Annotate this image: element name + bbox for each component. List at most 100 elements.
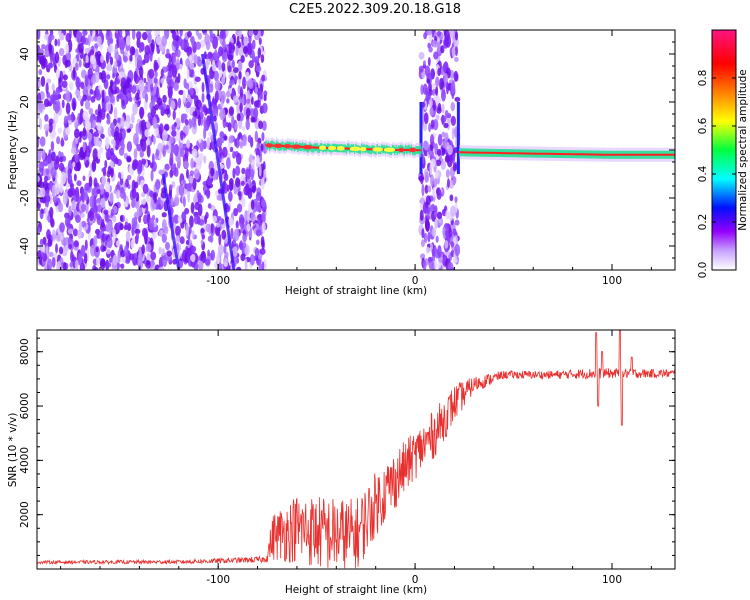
spectrogram-cell — [70, 147, 77, 154]
spectrogram-cell — [60, 137, 64, 147]
track-band — [348, 143, 350, 152]
spectrogram-cell — [450, 115, 456, 126]
spectrogram-cell — [226, 184, 230, 192]
spectrogram-cell — [236, 203, 243, 213]
spectrogram-cell — [175, 235, 180, 246]
spectrogram-cell — [76, 30, 81, 44]
spectrogram-cell — [37, 249, 42, 259]
spectrogram-cell — [182, 90, 186, 103]
spectrogram-cell — [238, 191, 242, 201]
spectrogram-cell — [189, 175, 194, 184]
spectrogram-cell — [444, 72, 449, 85]
track-blob — [383, 147, 396, 153]
spectrogram-cell — [429, 134, 435, 146]
spectrogram-cell — [166, 74, 173, 86]
spectrogram-cell — [428, 99, 433, 108]
spectrogram-cell — [207, 203, 212, 209]
spectrogram-cell — [230, 79, 235, 86]
spectrogram-cell — [161, 212, 167, 218]
spectrogram-cell — [186, 68, 190, 80]
spectrogram-cell — [177, 156, 182, 169]
spectrogram-cell — [41, 252, 45, 258]
spectrogram-cell — [37, 111, 40, 120]
spectrogram-cell — [123, 201, 128, 208]
spectrogram-cell — [57, 127, 63, 135]
track-band — [317, 144, 319, 153]
spectrogram-cell — [424, 184, 429, 194]
spectrogram-cell — [226, 90, 231, 98]
spectrogram-cell — [168, 61, 172, 69]
spectrogram-cell — [148, 68, 155, 79]
spectrogram-cell — [46, 258, 53, 270]
spectrogram-cell — [180, 147, 185, 158]
spectrogram-cell — [130, 85, 137, 94]
spectrogram-cell — [239, 141, 243, 148]
spectrogram-cell — [141, 198, 147, 205]
spectrogram-cell — [427, 231, 431, 243]
colorbar-tick-label: 0.0 — [697, 262, 709, 279]
snr-line-layer — [37, 330, 675, 569]
spectrogram-cell — [89, 195, 95, 209]
spectrogram-cell — [50, 140, 55, 152]
spectrogram-cell — [258, 37, 262, 46]
spectrogram-cell — [434, 76, 440, 88]
spectrogram-cell — [60, 171, 67, 185]
spectrogram-cell — [436, 211, 443, 220]
spectrogram-cell — [221, 76, 226, 84]
spectrogram-cell — [180, 130, 184, 141]
spectrogram-cell — [161, 248, 166, 256]
spectrogram-cell — [58, 162, 65, 172]
spectrogram-cell — [257, 47, 262, 59]
spectrogram-cell — [450, 80, 456, 94]
spectrogram-cell — [206, 137, 211, 150]
spectrogram-cell — [444, 155, 450, 163]
spectrogram-cell — [238, 70, 242, 80]
spectrogram-cell — [82, 127, 87, 137]
spectrogram-cell — [75, 186, 80, 199]
track-blob — [349, 146, 361, 151]
spectrogram-cell — [82, 94, 88, 102]
spectrogram-cell — [214, 49, 218, 62]
spectrogram-cell — [252, 30, 259, 36]
spectrogram-cell — [247, 41, 253, 55]
spectrogram-cell — [220, 137, 225, 144]
spectrogram-cell — [61, 80, 68, 89]
spectrogram-cell — [263, 94, 267, 102]
spectrogram-cell — [139, 150, 144, 158]
spectrogram-cell — [447, 145, 453, 156]
track-blob — [302, 144, 313, 150]
spectrogram-cell — [250, 168, 255, 181]
spectrogram-cell — [106, 63, 113, 72]
spectrogram-cell — [93, 235, 98, 247]
spectrogram-cell — [454, 243, 461, 257]
spectrogram-cell — [217, 51, 221, 59]
spectrogram-cell — [173, 82, 180, 92]
spectrogram-cell — [102, 246, 107, 252]
spectrogram-cell — [235, 177, 241, 188]
spectrogram-cell — [125, 35, 131, 46]
spectrogram-cell — [191, 148, 198, 158]
spectrogram-cell — [47, 234, 51, 240]
track-band — [312, 144, 315, 153]
spectrogram-cell — [139, 107, 144, 120]
spectrogram-cell — [100, 133, 105, 139]
spectrogram-cell — [239, 240, 244, 251]
spectrogram-cell — [437, 133, 443, 146]
spectrogram-cell — [171, 123, 176, 132]
spectrogram-cell — [260, 176, 265, 190]
spectrogram-cell — [38, 243, 43, 250]
spectrogram-cell — [210, 249, 215, 261]
spectrogram-cell — [73, 173, 77, 182]
spectrogram-cell — [126, 174, 132, 181]
spectrogram-cell — [236, 35, 240, 47]
spectrogram-cell — [72, 66, 76, 79]
spectrogram-cell — [55, 87, 60, 100]
spectrogram-cell — [89, 211, 94, 222]
x-tick-label: 100 — [602, 275, 622, 287]
spectrogram-cell — [241, 167, 246, 175]
spectrogram-cell — [204, 258, 211, 266]
spectrogram-cell — [97, 53, 101, 67]
spectrogram-cell — [54, 158, 60, 170]
spectrogram-cell — [101, 218, 105, 228]
spectrogram-cell — [221, 52, 228, 63]
